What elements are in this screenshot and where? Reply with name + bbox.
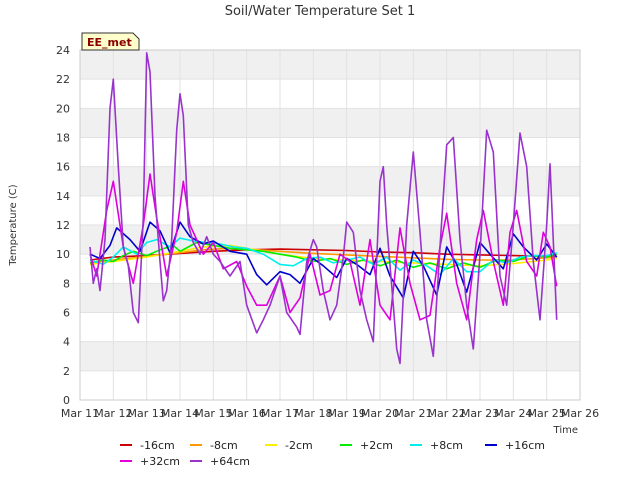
- legend-label: +2cm: [360, 439, 393, 452]
- series-line-8cm: [89, 237, 557, 276]
- x-tick-label: Mar 21: [394, 407, 432, 420]
- x-tick-label: Mar 12: [94, 407, 132, 420]
- legend-label: +8cm: [430, 439, 463, 452]
- x-tick-label: Mar 23: [461, 407, 499, 420]
- y-tick-label: 12: [56, 219, 70, 232]
- x-tick-label: Mar 17: [261, 407, 299, 420]
- y-tick-label: 20: [56, 102, 70, 115]
- y-tick-label: 16: [56, 161, 70, 174]
- station-badge: EE_met: [81, 32, 140, 51]
- legend-label: +32cm: [140, 455, 180, 468]
- plot-frame: [79, 49, 581, 401]
- legend-label: +64cm: [210, 455, 250, 468]
- x-tick-label: Mar 19: [328, 407, 366, 420]
- y-axis-label: Temperature (C): [8, 184, 19, 266]
- y-tick-label: 24: [56, 44, 70, 57]
- series-line-32cm: [89, 173, 558, 321]
- plot-background-bands: [80, 50, 580, 371]
- y-tick-label: 22: [56, 73, 70, 86]
- y-tick-label: 18: [56, 132, 70, 145]
- x-tick-label: Mar 16: [228, 407, 266, 420]
- station-badge-label: EE_met: [87, 36, 132, 49]
- background-band: [80, 108, 580, 138]
- background-band: [80, 166, 580, 196]
- legend: -16cm -8cm -2cm +2cm +8cm +16cm +32cm +64cm: [120, 439, 545, 468]
- x-tick-label: Mar 22: [428, 407, 466, 420]
- x-tick-label: Mar 15: [194, 407, 232, 420]
- legend-label: -2cm: [285, 439, 313, 452]
- x-tick-label: Mar 11: [61, 407, 99, 420]
- x-tick-label: Mar 14: [161, 407, 199, 420]
- background-band: [80, 50, 580, 80]
- x-axis-label: Time: [553, 425, 578, 436]
- x-tick-label: Mar 24: [494, 407, 532, 420]
- y-tick-label: 0: [63, 394, 70, 407]
- legend-label: +16cm: [505, 439, 545, 452]
- x-tick-label: Mar 26: [561, 407, 599, 420]
- x-tick-label: Mar 20: [361, 407, 399, 420]
- station-badge-box: [81, 32, 140, 51]
- y-tick-label: 4: [63, 336, 70, 349]
- chart-title: Soil/Water Temperature Set 1: [225, 4, 416, 19]
- legend-label: -16cm: [140, 439, 175, 452]
- y-tick-label: 14: [56, 190, 70, 203]
- background-band: [80, 341, 580, 371]
- series-line-64cm: [89, 52, 558, 365]
- y-tick-label: 6: [63, 307, 70, 320]
- y-tick-label: 2: [63, 365, 70, 378]
- x-tick-label: Mar 25: [528, 407, 566, 420]
- legend-label: -8cm: [210, 439, 238, 452]
- x-tick-label: Mar 13: [128, 407, 166, 420]
- y-tick-label: 10: [56, 248, 70, 261]
- series-lines: [89, 52, 558, 365]
- x-tick-label: Mar 18: [294, 407, 332, 420]
- y-tick-label: 8: [63, 277, 70, 290]
